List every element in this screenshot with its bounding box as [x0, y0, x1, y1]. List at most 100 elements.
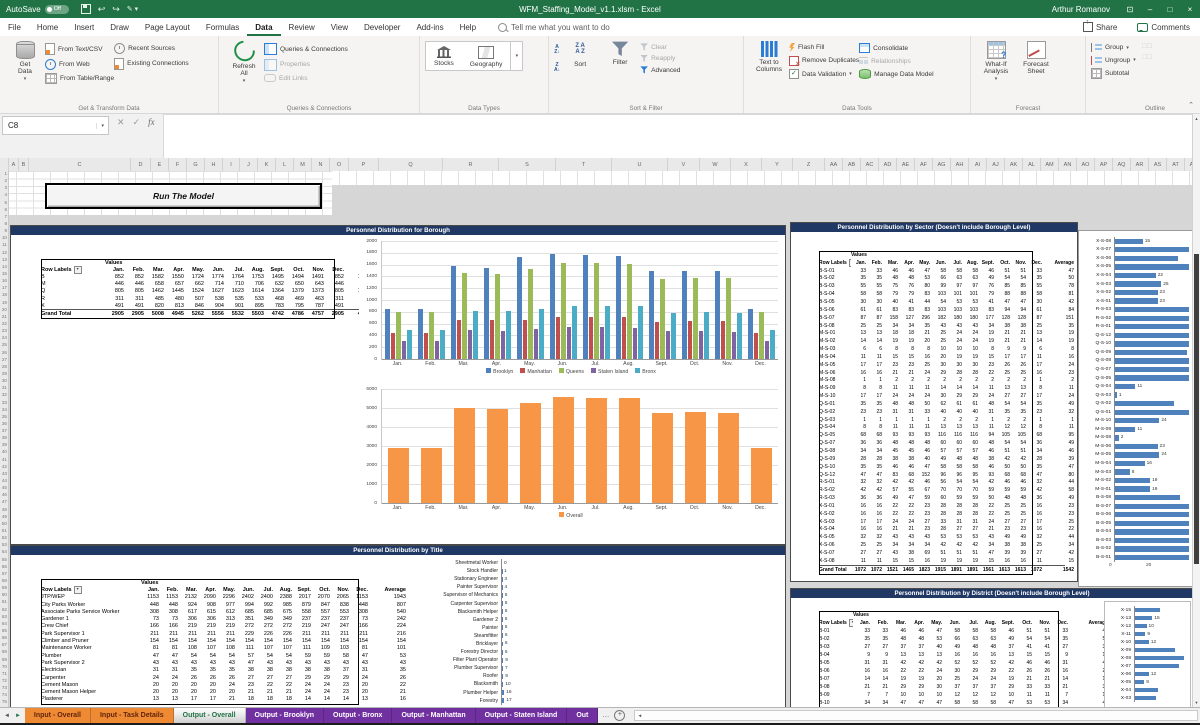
value-cell[interactable]: 54 [1004, 275, 1010, 282]
value-cell[interactable]: 16 [1036, 510, 1042, 517]
row-header-28[interactable]: 28 [1, 363, 7, 369]
value-cell[interactable]: 73 [152, 616, 159, 623]
district-row[interactable]: B-1034344747475858584753533448 [819, 699, 1108, 707]
sort-descending-icon[interactable]: Z A↓ [554, 62, 561, 73]
value-cell[interactable]: 507 [194, 295, 204, 302]
value-cell[interactable]: 19 [918, 676, 924, 682]
value-cell[interactable]: 43 [228, 659, 235, 666]
row-header-35[interactable]: 35 [1, 413, 7, 419]
value-cell[interactable]: 38 [304, 667, 311, 674]
avg-cell[interactable]: 807 [396, 601, 406, 608]
avg-cell[interactable]: 16 [1068, 353, 1074, 360]
value-cell[interactable]: 52 [990, 660, 996, 666]
value-cell[interactable]: 29 [972, 393, 978, 400]
value-cell[interactable]: 47 [876, 471, 882, 478]
value-cell[interactable]: 37 [918, 644, 924, 650]
row-header-8[interactable]: 8 [4, 220, 7, 226]
value-cell[interactable]: 553 [339, 608, 349, 615]
value-cell[interactable]: 9 [867, 652, 870, 658]
value-cell[interactable]: 59 [972, 495, 978, 502]
value-cell[interactable]: 24 [323, 689, 330, 696]
tab-insert[interactable]: Insert [74, 22, 95, 32]
value-cell[interactable]: 57 [956, 448, 962, 455]
value-cell[interactable]: 35 [1004, 408, 1010, 415]
value-cell[interactable]: 55 [860, 283, 866, 290]
value-cell[interactable]: 21 [864, 684, 870, 690]
value-cell[interactable]: 47 [1004, 298, 1010, 305]
row-header-37[interactable]: 37 [1, 428, 7, 434]
value-cell[interactable]: 22 [988, 510, 994, 517]
name-box[interactable]: C8 ▾ [2, 116, 109, 135]
row-label[interactable]: B-03 [819, 644, 830, 650]
value-cell[interactable]: 805 [114, 288, 124, 295]
value-cell[interactable]: 272 [263, 623, 273, 630]
value-cell[interactable]: 1524 [191, 288, 204, 295]
value-cell[interactable]: 36 [876, 495, 882, 502]
avg-cell[interactable]: 101 [396, 645, 406, 652]
row-label[interactable]: City Parks Worker [41, 601, 86, 608]
value-cell[interactable]: 47 [860, 471, 866, 478]
column-header-AH[interactable]: AH [951, 158, 969, 171]
value-cell[interactable]: 59 [1020, 487, 1026, 494]
value-cell[interactable]: 30 [1036, 298, 1042, 305]
value-cell[interactable]: 2 [943, 377, 946, 384]
row-header-31[interactable]: 31 [1, 385, 7, 391]
value-cell[interactable]: 59 [1004, 487, 1010, 494]
row-label[interactable]: B-S-06 [819, 306, 835, 313]
row-label[interactable]: Associate Parks Service Worker [41, 608, 120, 615]
value-cell[interactable]: 14 [956, 385, 962, 392]
value-cell[interactable]: 30 [954, 668, 960, 674]
value-cell[interactable]: 16 [1004, 557, 1010, 564]
column-header-D[interactable]: D [131, 158, 151, 171]
value-cell[interactable]: 34 [892, 322, 898, 329]
value-cell[interactable]: 38 [323, 667, 330, 674]
value-cell[interactable]: 47 [152, 652, 159, 659]
value-cell[interactable]: 61 [1036, 306, 1042, 313]
title-row[interactable]: Park Supervisor 1 211 211 211 211 211 229 226 22… [41, 630, 406, 637]
value-cell[interactable]: 40 [940, 408, 946, 415]
value-cell[interactable]: 53 [940, 534, 946, 541]
value-cell[interactable]: 24 [936, 668, 942, 674]
value-cell[interactable]: 19 [956, 353, 962, 360]
insert-function-icon[interactable]: fx [148, 117, 155, 127]
avg-cell[interactable]: 24 [1068, 393, 1074, 400]
value-cell[interactable]: 48 [924, 440, 930, 447]
row-label[interactable]: B-02 [819, 636, 830, 642]
value-cell[interactable]: 714 [214, 281, 224, 288]
value-cell[interactable]: 28 [956, 502, 962, 509]
value-cell[interactable]: 30 [860, 298, 866, 305]
avg-cell[interactable]: 81 [1068, 291, 1074, 298]
value-cell[interactable]: 14 [940, 385, 946, 392]
cancel-icon[interactable]: ✕ [117, 117, 125, 127]
value-cell[interactable]: 17 [1036, 361, 1042, 368]
value-cell[interactable]: 14 [1036, 338, 1042, 345]
avg-cell[interactable]: 46 [1068, 448, 1074, 455]
value-cell[interactable]: 18 [892, 330, 898, 337]
column-header-N[interactable]: N [312, 158, 330, 171]
row-header-66[interactable]: 66 [1, 635, 7, 641]
row-label[interactable]: B-S-08 [819, 322, 835, 329]
row-header-75[interactable]: 75 [1, 699, 7, 705]
value-cell[interactable]: 19 [892, 338, 898, 345]
row-header-59[interactable]: 59 [1, 585, 7, 591]
value-cell[interactable]: 1462 [151, 288, 164, 295]
value-cell[interactable]: 10 [1008, 692, 1014, 698]
value-cell[interactable]: 15 [908, 353, 914, 360]
row-header-34[interactable]: 34 [1, 406, 7, 412]
row-header-26[interactable]: 26 [1, 349, 7, 355]
consolidate-button[interactable]: Consolidate [859, 43, 933, 53]
row-header-44[interactable]: 44 [1, 478, 7, 484]
value-cell[interactable]: 308 [358, 608, 368, 615]
value-cell[interactable]: 12 [990, 692, 996, 698]
value-cell[interactable]: 87 [860, 314, 866, 321]
value-cell[interactable]: 57 [892, 487, 898, 494]
value-cell[interactable]: 34 [892, 542, 898, 549]
value-cell[interactable]: 13 [1036, 330, 1042, 337]
value-cell[interactable]: 308 [168, 608, 178, 615]
value-cell[interactable]: 35 [876, 400, 882, 407]
value-cell[interactable]: 685 [263, 608, 273, 615]
collapse-ribbon-icon[interactable]: ⌃ [1188, 102, 1194, 109]
value-cell[interactable]: 11 [892, 424, 898, 431]
refresh-all-button[interactable]: Refresh All ▾ [224, 36, 264, 86]
value-cell[interactable]: 1 [895, 416, 898, 423]
